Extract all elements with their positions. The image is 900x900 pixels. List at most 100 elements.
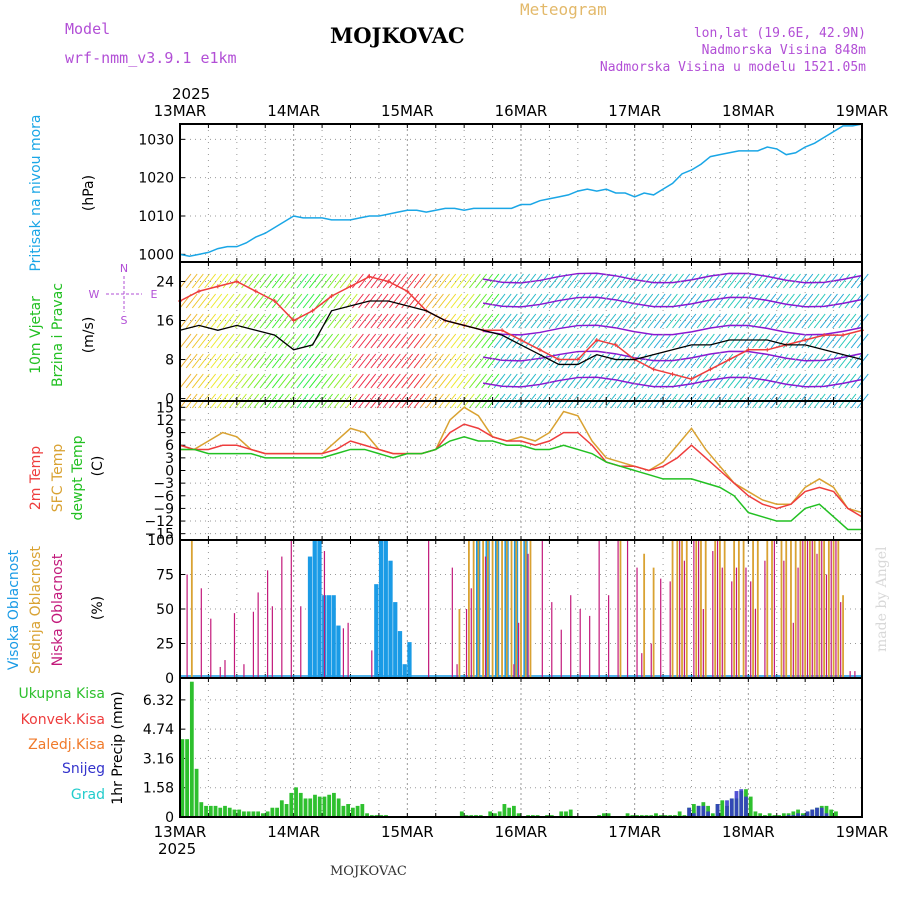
wind-barb	[419, 333, 432, 349]
high-cloud-bar	[378, 540, 384, 678]
precip-total-bar	[355, 805, 360, 817]
precip-snow-bar	[796, 813, 800, 817]
wind-barb	[850, 333, 863, 349]
wind-barb	[684, 373, 697, 389]
high-cloud-bar	[336, 625, 341, 678]
wind-barb	[475, 313, 487, 329]
precip-total-bar	[834, 811, 838, 817]
wind-barb	[302, 333, 315, 349]
wind-barb	[468, 333, 481, 349]
y-tick-label: 9	[165, 426, 174, 442]
wind-barb	[782, 373, 795, 389]
wind-barb	[210, 373, 223, 389]
wind-barb	[561, 353, 574, 369]
wind-barb	[733, 373, 746, 389]
wind-barb	[715, 373, 728, 389]
precip-legend-item: Ukupna Kisa	[18, 686, 105, 702]
wind-barb	[438, 353, 450, 369]
wind-gust-mark	[803, 338, 808, 343]
wind-barb	[746, 373, 758, 389]
precip-total-bar	[332, 792, 336, 817]
wind-barb	[733, 353, 746, 369]
wind-barb	[321, 373, 334, 389]
y-tick-label: 25	[156, 637, 174, 653]
wind-barb	[438, 333, 450, 349]
wind-barb	[770, 313, 783, 329]
wind-barb	[641, 313, 654, 329]
wind-barb	[198, 273, 210, 289]
precip-total-bar	[459, 811, 464, 817]
wind-barb	[659, 373, 672, 389]
wind-barb	[271, 353, 284, 369]
wind-barb	[271, 373, 284, 389]
wind-barb	[247, 313, 260, 329]
precip-total-bar	[251, 811, 256, 817]
wind-barb	[555, 293, 567, 309]
wind-barb	[444, 273, 457, 289]
wind-direction-track	[482, 296, 863, 308]
wind-barb	[438, 273, 450, 289]
wind-barb	[456, 313, 469, 329]
wind-barb	[401, 293, 414, 309]
wind-barb	[290, 273, 303, 289]
wind-barb	[844, 373, 857, 389]
wind-barb	[678, 333, 691, 349]
wind-barb	[296, 373, 309, 389]
precip-snow-bar	[739, 789, 744, 817]
wind-barb	[191, 313, 204, 329]
wind-barb	[456, 373, 469, 389]
wind-barb	[727, 373, 740, 389]
wind-barb	[444, 293, 457, 309]
wind-barb	[487, 333, 500, 349]
wind-barb	[585, 353, 598, 369]
wind-barb	[838, 373, 851, 389]
wind-barb	[425, 293, 438, 309]
wind-barb	[782, 313, 795, 329]
precip-total-bar	[298, 792, 303, 817]
wind-barb	[493, 353, 506, 369]
wind-barb	[542, 373, 555, 389]
wind-barb	[432, 333, 444, 349]
wind-gust-mark	[670, 372, 675, 377]
precip-snow-bar	[819, 807, 824, 817]
y-tick-label: 3.16	[143, 751, 174, 767]
wind-barb	[315, 293, 327, 309]
wind-barb	[666, 333, 678, 349]
wind-gust-mark	[405, 289, 410, 294]
wind-barb	[407, 333, 420, 349]
precip-total-bar	[199, 802, 204, 817]
wind-barb	[475, 353, 487, 369]
wind-barb	[253, 353, 266, 369]
wind-barb	[284, 293, 297, 309]
precip-total-bar	[242, 811, 246, 817]
wind-barb	[222, 353, 235, 369]
wind-barb	[801, 333, 814, 349]
wind-barb	[573, 353, 586, 369]
wind-barb	[475, 333, 487, 349]
wind-barb	[432, 273, 444, 289]
y-tick-label: −9	[153, 501, 174, 517]
wind-direction-track	[482, 272, 863, 284]
wind-speed-line	[179, 300, 863, 366]
wind-barb	[444, 373, 457, 389]
year-bottom: 2025	[158, 840, 196, 858]
wind-barb	[709, 333, 721, 349]
wind-gust-mark	[519, 338, 523, 343]
wind-barb	[598, 273, 611, 289]
wind-gust-mark	[689, 377, 694, 382]
wind-barb	[819, 273, 832, 289]
wind-barb	[327, 353, 340, 369]
wind-barb	[524, 333, 537, 349]
wind-barb	[296, 313, 309, 329]
wind-barb	[598, 293, 611, 309]
wind-barb	[715, 293, 728, 309]
wind-barb	[327, 313, 340, 329]
precip-total-bar	[625, 813, 630, 817]
wind-barb	[333, 273, 346, 289]
wind-barb	[647, 333, 660, 349]
wind-barb	[271, 333, 284, 349]
wind-barb	[210, 273, 223, 289]
y-tick-label: −6	[153, 489, 174, 505]
wind-barb	[179, 373, 192, 389]
